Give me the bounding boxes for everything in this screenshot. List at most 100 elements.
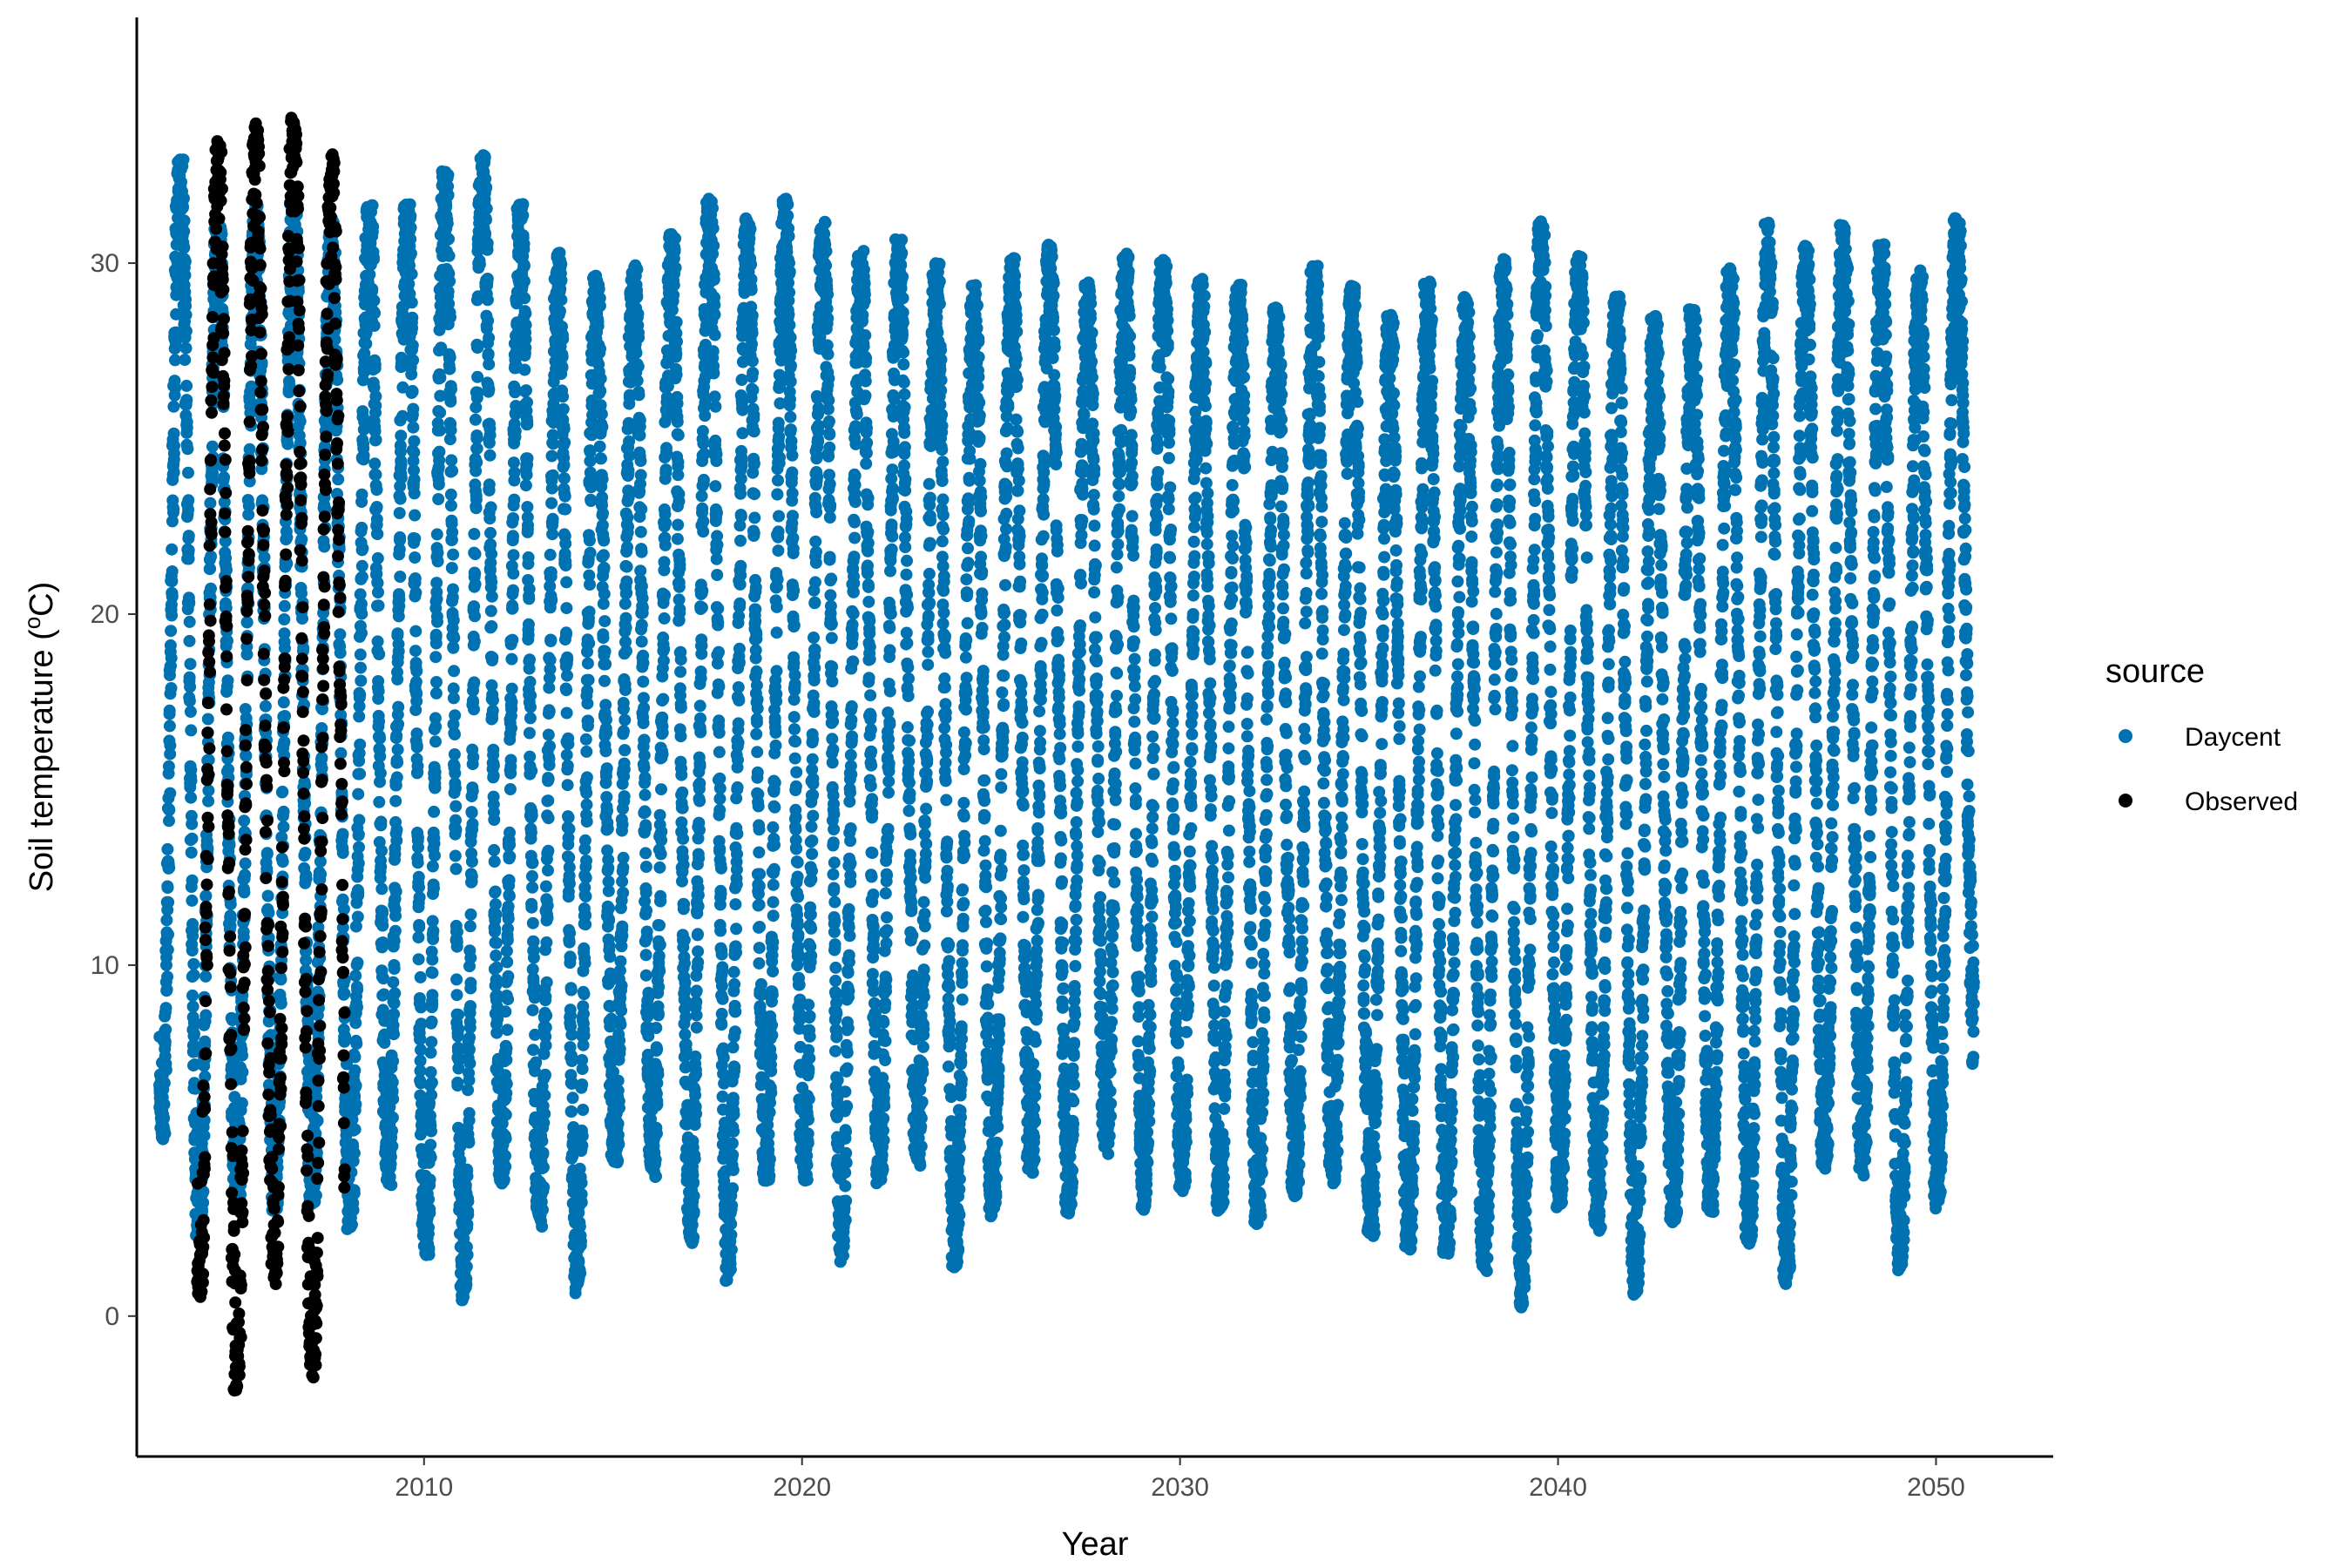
daycent-point [166,565,179,578]
daycent-point [444,488,457,501]
daycent-point [463,1136,476,1149]
daycent-point [620,586,633,599]
daycent-point [485,620,498,632]
daycent-point [622,464,635,476]
daycent-point [555,294,568,307]
daycent-point [371,635,384,648]
daycent-point [201,713,214,726]
daycent-point [449,782,462,794]
daycent-point [376,919,389,932]
daycent-point [651,1043,664,1056]
daycent-point [597,632,610,645]
daycent-point [182,494,195,507]
daycent-point [450,925,463,938]
daycent-point [242,508,255,521]
daycent-point [180,394,193,407]
daycent-point [274,997,287,1010]
daycent-point [620,560,633,573]
daycent-point [485,590,498,603]
daycent-point [522,551,535,564]
daycent-point [652,981,666,993]
daycent-point [507,549,520,562]
daycent-point [519,333,532,346]
daycent-point [444,423,457,436]
daycent-point [564,1010,577,1022]
daycent-point [422,1248,436,1261]
daycent-point [405,267,418,280]
daycent-point [390,823,403,836]
daycent-point [162,928,174,941]
daycent-point [542,844,555,857]
daycent-point [309,1189,322,1202]
daycent-point [483,449,497,462]
daycent-point [524,826,537,839]
daycent-point [240,616,253,629]
daycent-point [448,632,461,645]
daycent-point [525,901,538,914]
daycent-point [351,910,364,923]
daycent-point [186,832,199,845]
daycent-point [180,379,193,392]
daycent-point [497,1173,510,1186]
daycent-point [469,578,482,591]
daycent-point [188,1027,200,1040]
daycent-point [539,1039,552,1052]
daycent-point [407,402,420,416]
daycent-point [618,713,632,727]
daycent-point [404,247,417,260]
daycent-point [352,787,365,801]
daycent-point [620,645,632,658]
daycent-point [428,837,441,850]
daycent-point [541,899,554,912]
daycent-point [220,601,233,614]
daycent-point [388,1008,401,1021]
daycent-point [517,198,530,211]
daycent-point [414,970,427,983]
daycent-point [580,855,592,867]
daycent-point [390,771,403,784]
daycent-point [486,704,499,717]
daycent-point [447,692,460,705]
daycent-point [553,305,566,318]
daycent-point [470,493,483,506]
daycent-point [525,764,538,777]
daycent-point [409,675,422,688]
daycent-point [602,862,615,875]
daycent-point [355,571,368,584]
daycent-point [583,605,596,618]
daycent-point [505,682,518,695]
daycent-point [204,562,217,575]
daycent-point [349,1079,362,1092]
daycent-point [434,406,447,419]
daycent-point [427,924,440,937]
daycent-point [373,795,386,808]
daycent-point [163,720,176,733]
daycent-point [598,534,611,547]
daycent-point [670,348,683,361]
daycent-point [471,386,484,399]
daycent-point [635,545,648,558]
daycent-point [404,209,417,222]
daycent-point [182,466,194,479]
daycent-point [412,953,425,966]
daycent-point [537,1180,551,1193]
daycent-point [619,621,632,634]
daycent-point [386,1112,399,1124]
daycent-point [429,651,443,664]
daycent-point [598,587,611,600]
daycent-point [161,882,174,895]
daycent-point [481,294,494,307]
daycent-point [206,440,219,453]
daycent-point [615,940,628,953]
daycent-point [169,354,181,367]
daycent-point [581,684,594,697]
daycent-point [159,1002,172,1015]
daycent-point [480,202,493,215]
daycent-point [517,275,531,287]
daycent-point [599,699,612,712]
daycent-point [635,618,648,632]
daycent-point [481,273,494,285]
daycent-point [639,969,652,982]
daycent-point [202,784,215,797]
daycent-point [470,429,483,442]
